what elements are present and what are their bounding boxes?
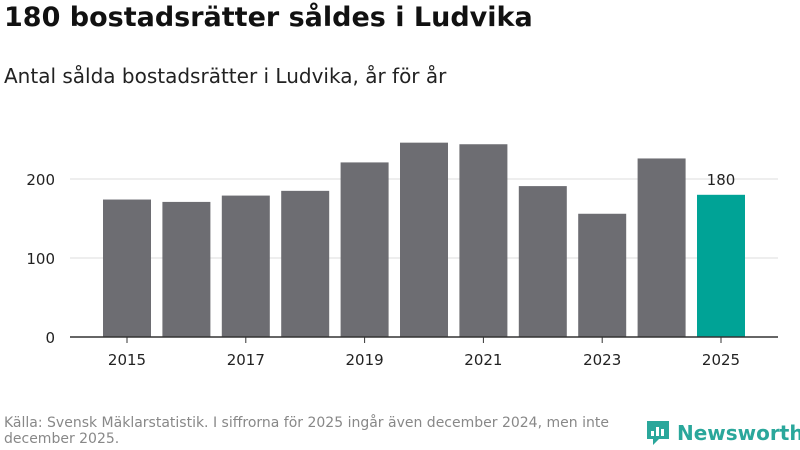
newsworthy-logo-text: Newsworthy	[677, 421, 800, 445]
x-tick-label: 2021	[464, 351, 502, 369]
labels: 0 100 200 2015 2017 2019 2021 2023 2025 180	[26, 171, 740, 369]
x-tick-label: 2019	[346, 351, 384, 369]
bar	[518, 186, 567, 337]
source-note: Källa: Svensk Mäklarstatistik. I siffror…	[4, 415, 609, 447]
axes	[70, 336, 778, 343]
x-tick-label: 2025	[702, 351, 740, 369]
y-tick-label: 200	[26, 171, 55, 189]
data-label: 180	[707, 171, 736, 189]
bar	[221, 195, 270, 337]
bar	[103, 199, 151, 337]
x-tick-label: 2015	[108, 351, 146, 369]
y-tick-label: 0	[45, 329, 55, 347]
bar	[340, 162, 389, 337]
bar	[281, 190, 330, 337]
bar-highlight	[697, 194, 745, 337]
chart-title: 180 bostadsrätter såldes i Ludvika	[4, 2, 533, 33]
bars	[103, 142, 745, 337]
bar	[400, 142, 448, 337]
bar-chart: 0 100 200 2015 2017 2019 2021 2023 2025 180	[26, 142, 778, 369]
x-tick-label: 2023	[583, 351, 621, 369]
bar	[637, 158, 686, 337]
bar	[459, 144, 508, 337]
bar	[578, 213, 627, 337]
x-tick-label: 2017	[227, 351, 265, 369]
newsworthy-logo: Newsworthy	[645, 418, 800, 448]
y-tick-label: 100	[26, 250, 55, 268]
chart-subtitle: Antal sålda bostadsrätter i Ludvika, år …	[4, 64, 447, 88]
bar	[162, 201, 211, 337]
newsworthy-logo-icon	[647, 421, 669, 445]
